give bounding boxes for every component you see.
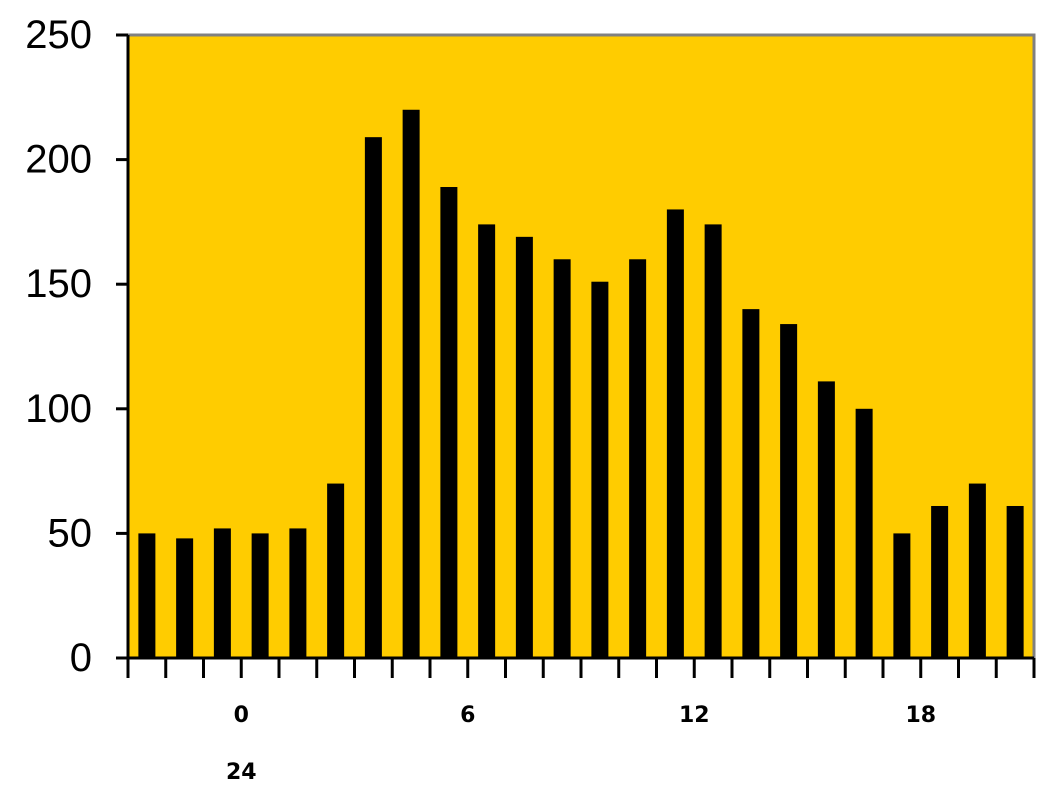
- bar-1: [138, 533, 156, 658]
- bar-14: [629, 259, 647, 658]
- bar-10: [478, 224, 496, 658]
- bar-16: [704, 224, 722, 658]
- bar-19: [817, 381, 835, 658]
- bar-13: [591, 281, 609, 658]
- bar-5: [289, 528, 307, 658]
- bar-17: [742, 309, 760, 658]
- y-tick-label-250: 250: [25, 13, 92, 57]
- bar-4: [251, 533, 269, 658]
- x-sub-label-24: 24: [226, 760, 257, 785]
- bar-6: [327, 483, 345, 658]
- x-tick-label-12: 12: [679, 703, 710, 728]
- bar-12: [553, 259, 571, 658]
- y-tick-label-100: 100: [25, 387, 92, 431]
- bar-20: [855, 408, 873, 658]
- bar-18: [780, 324, 798, 658]
- bar-24: [1006, 505, 1024, 658]
- axes-layer: [116, 33, 1036, 678]
- bar-22: [931, 505, 949, 658]
- bar-8: [402, 109, 420, 658]
- bars-layer: [138, 109, 1024, 659]
- bar-7: [364, 137, 382, 659]
- bar-11: [515, 236, 533, 658]
- y-tick-label-200: 200: [25, 138, 92, 182]
- x-tick-label-0: 0: [234, 703, 249, 728]
- x-tick-label-18: 18: [905, 703, 936, 728]
- bar-21: [893, 533, 911, 658]
- labels-layer: 0 50 100 150 200 250 0 6 12 18 24: [25, 13, 936, 785]
- bar-3: [213, 528, 231, 658]
- plot-area: [126, 33, 1036, 660]
- y-tick-label-0: 0: [70, 636, 92, 680]
- y-tick-label-50: 50: [48, 511, 93, 555]
- bar-2: [176, 538, 194, 658]
- bar-9: [440, 187, 458, 658]
- x-tick-label-6: 6: [460, 703, 475, 728]
- y-tick-label-150: 150: [25, 262, 92, 306]
- bar-15: [666, 209, 684, 658]
- bar-23: [968, 483, 986, 658]
